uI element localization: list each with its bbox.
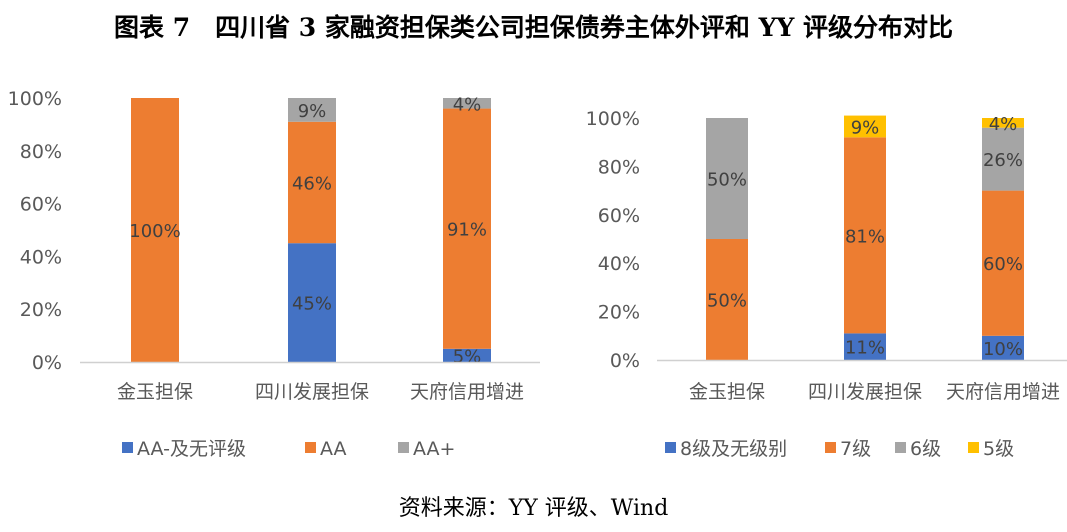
y-tick-label: 0% <box>610 350 640 372</box>
data-label: 5% <box>453 346 482 367</box>
bar-segment <box>982 118 1024 128</box>
bar-segment <box>443 98 491 109</box>
y-tick-label: 40% <box>598 253 640 275</box>
legend-label: AA <box>320 438 347 460</box>
bar-segment <box>844 333 886 360</box>
legend-swatch <box>122 442 133 453</box>
data-label: 9% <box>851 117 880 138</box>
legend-label: 8级及无级别 <box>680 438 787 460</box>
legend-swatch <box>665 442 676 453</box>
data-label: 60% <box>983 254 1023 275</box>
legend-label: AA+ <box>413 438 455 460</box>
y-tick-label: 0% <box>32 352 62 374</box>
y-tick-label: 100% <box>586 108 640 130</box>
figure-title: 图表 7 四川省 3 家融资担保类公司担保债券主体外评和 YY 评级分布对比 <box>113 13 953 42</box>
data-label: 4% <box>989 114 1018 135</box>
y-tick-label: 100% <box>8 88 62 110</box>
bar-segment <box>844 115 886 138</box>
legend-label: AA-及无评级 <box>137 438 246 460</box>
source-note: 资料来源：YY 评级、Wind <box>398 496 669 521</box>
data-label: 45% <box>292 294 332 315</box>
y-tick-label: 20% <box>20 299 62 321</box>
bar-segment <box>982 190 1024 336</box>
bar-segment <box>982 335 1024 360</box>
bar-segment <box>844 137 886 334</box>
data-label: 50% <box>707 170 747 191</box>
bar-segment <box>288 243 336 362</box>
bar-segment <box>131 98 179 362</box>
x-category-label: 四川发展担保 <box>255 381 369 403</box>
data-label: 9% <box>298 101 327 122</box>
legend-swatch <box>305 442 316 453</box>
x-category-label: 天府信用增进 <box>410 381 524 403</box>
data-label: 81% <box>845 226 885 247</box>
y-tick-label: 60% <box>20 194 62 216</box>
x-category-label: 四川发展担保 <box>808 381 922 403</box>
y-tick-label: 40% <box>20 246 62 268</box>
legend-label: 6级 <box>910 438 941 460</box>
data-label: 11% <box>845 338 885 359</box>
data-label: 4% <box>453 94 482 115</box>
bar-segment <box>443 348 491 362</box>
data-label: 46% <box>292 173 332 194</box>
x-category-label: 金玉担保 <box>117 381 193 403</box>
bar-segment <box>288 98 336 122</box>
x-category-label: 天府信用增进 <box>946 381 1060 403</box>
y-tick-label: 60% <box>598 205 640 227</box>
legend-swatch <box>825 442 836 453</box>
data-label: 91% <box>447 220 487 241</box>
data-label: 100% <box>129 221 180 242</box>
x-category-label: 金玉担保 <box>689 381 765 403</box>
data-label: 10% <box>983 339 1023 360</box>
y-tick-label: 80% <box>598 156 640 178</box>
bar-segment <box>706 118 748 239</box>
bar-segment <box>288 121 336 244</box>
data-label: 50% <box>707 291 747 312</box>
y-tick-label: 20% <box>598 302 640 324</box>
bar-segment <box>706 239 748 360</box>
legend-label: 7级 <box>840 438 871 460</box>
legend-label: 5级 <box>983 438 1014 460</box>
legend-swatch <box>968 442 979 453</box>
bar-segment <box>982 127 1024 191</box>
legend-swatch <box>398 442 409 453</box>
legend-swatch <box>895 442 906 453</box>
y-tick-label: 80% <box>20 141 62 163</box>
data-label: 26% <box>983 150 1023 171</box>
bar-segment <box>443 108 491 349</box>
